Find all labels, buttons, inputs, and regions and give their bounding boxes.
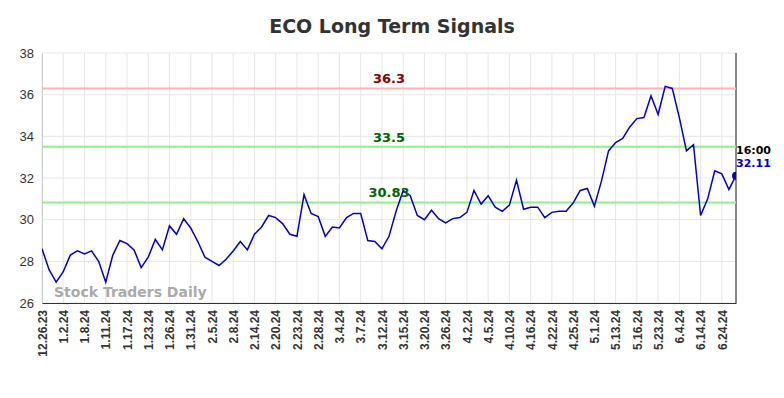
tick-label: 34 (20, 129, 34, 144)
y-axis: 26 28 30 32 34 36 38 (20, 46, 43, 311)
tick-label: 12.26.23 (36, 310, 50, 357)
grid-line (42, 53, 43, 303)
grid-line (42, 94, 736, 95)
grid (42, 53, 736, 303)
tick-label: 26 (20, 296, 34, 311)
tick-label: 2.5.24 (206, 310, 220, 344)
tick-label: 4.22.24 (546, 310, 560, 350)
tick-label: 4.5.24 (482, 310, 496, 344)
signal-line (42, 146, 736, 148)
tick-label: 4.10.24 (503, 310, 517, 350)
tick-label: 3.15.24 (397, 310, 411, 350)
tick-label: 38 (20, 46, 34, 61)
grid-line (509, 53, 510, 303)
tick-label: 3.7.24 (354, 310, 368, 344)
grid-line (42, 178, 736, 179)
grid-line (318, 53, 319, 303)
grid-line (424, 53, 425, 303)
tick-label: 1.8.24 (78, 310, 92, 344)
grid-line (169, 53, 170, 303)
tick-label: 36 (20, 87, 34, 102)
signal-label: 36.3 (373, 71, 405, 86)
grid-line (360, 53, 361, 303)
grid-line (615, 53, 616, 303)
signal-line (42, 87, 736, 89)
grid-line (42, 303, 736, 304)
tick-label: 3.4.24 (333, 310, 347, 344)
grid-line (190, 53, 191, 303)
x-axis: 12.26.23 1.2.24 1.8.24 1.11.24 1.17.24 1.23.2… (36, 303, 737, 357)
tick-label: 1.11.24 (99, 310, 113, 350)
grid-line (105, 53, 106, 303)
grid-line (658, 53, 659, 303)
tick-label: 2.23.24 (291, 310, 305, 350)
tick-label: 6.4.24 (673, 310, 687, 344)
tick-label: 2.20.24 (269, 310, 283, 350)
plot (42, 86, 736, 282)
tick-label: 4.2.24 (461, 310, 475, 344)
tick-label: 3.26.24 (439, 310, 453, 350)
axis-line (42, 54, 43, 304)
last-point (732, 172, 736, 180)
grid-line (381, 53, 382, 303)
grid-line (63, 53, 64, 303)
grid-line (466, 53, 467, 303)
last-time: 16:00 (736, 144, 771, 157)
tick-label: 28 (20, 254, 34, 269)
tick-label: 2.8.24 (227, 310, 241, 344)
tick-label: 3.12.24 (376, 310, 390, 350)
tick-label: 5.13.24 (609, 310, 623, 350)
tick-label: 30 (20, 212, 34, 227)
tick-label: 2.28.24 (312, 310, 326, 350)
grid-line (573, 53, 574, 303)
grid-line (721, 53, 722, 303)
grid-line (636, 53, 637, 303)
grid-line (700, 53, 701, 303)
tick-label: 4.16.24 (524, 310, 538, 350)
grid-line (594, 53, 595, 303)
axis-line (43, 303, 737, 304)
tick-label: 1.31.24 (184, 310, 198, 350)
grid-line (211, 53, 212, 303)
grid-line (551, 53, 552, 303)
grid-line (148, 53, 149, 303)
price-line (42, 86, 736, 282)
tick-label: 5.23.24 (652, 310, 666, 350)
tick-label: 6.24.24 (716, 310, 730, 350)
grid-line (445, 53, 446, 303)
signal-label: 30.83 (368, 185, 409, 200)
signal-label: 33.5 (373, 130, 405, 145)
signal-line (42, 201, 736, 203)
grid-line (42, 219, 736, 220)
grid-line (42, 53, 736, 54)
tick-label: 2.14.24 (248, 310, 262, 350)
tick-label: 1.26.24 (163, 310, 177, 350)
tick-label: 5.16.24 (631, 310, 645, 350)
chart: ECO Long Term Signals 26 28 30 32 34 36 38 12.26… (0, 0, 784, 398)
grid-line (339, 53, 340, 303)
tick-label: 4.25.24 (567, 310, 581, 350)
grid-line (530, 53, 531, 303)
grid-line (275, 53, 276, 303)
tick-label: 5.1.24 (588, 310, 602, 344)
last-value: 32.11 (736, 157, 771, 170)
tick-label: 32 (20, 171, 34, 186)
grid-line (296, 53, 297, 303)
tick-label: 1.17.24 (121, 310, 135, 350)
grid-line (403, 53, 404, 303)
grid-line (126, 53, 127, 303)
grid-line (84, 53, 85, 303)
grid-line (679, 53, 680, 303)
tick-label: 6.14.24 (694, 310, 708, 350)
tick-label: 1.23.24 (142, 310, 156, 350)
title: ECO Long Term Signals (269, 15, 515, 37)
grid-line (488, 53, 489, 303)
tick-label: 1.2.24 (57, 310, 71, 344)
grid-line (233, 53, 234, 303)
tick-label: 3.20.24 (418, 310, 432, 350)
grid-line (254, 53, 255, 303)
watermark: Stock Traders Daily (54, 284, 207, 300)
